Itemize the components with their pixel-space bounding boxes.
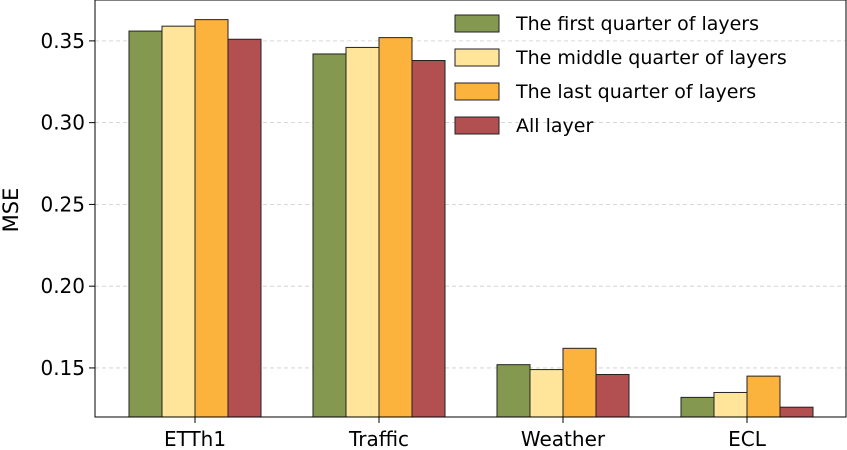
legend: The first quarter of layers The middle qu… (454, 13, 787, 137)
bar (496, 364, 531, 418)
bar (680, 396, 715, 418)
legend-swatch (454, 82, 500, 101)
bar (345, 46, 380, 418)
y-tick-label: 0.30 (40, 111, 85, 135)
y-axis-label: MSE (0, 188, 23, 233)
bar (562, 347, 597, 418)
x-tick-label: Weather (521, 427, 606, 450)
plot-frame (94, 0, 847, 418)
legend-label: The middle quarter of layers (515, 47, 787, 69)
legend-label: The last quarter of layers (515, 81, 756, 103)
legend-label: The first quarter of layers (515, 13, 759, 35)
x-tick-label: Traffic (348, 427, 409, 450)
bar (128, 30, 163, 418)
bar (746, 375, 781, 418)
legend-swatch (454, 116, 500, 135)
x-tick-label: ETTh1 (164, 427, 226, 450)
bar (312, 53, 347, 418)
bar (779, 406, 814, 418)
grid-lines (95, 40, 846, 369)
bar (227, 38, 262, 418)
legend-swatch (454, 14, 500, 33)
y-tick-label: 0.20 (40, 274, 85, 298)
bar (411, 60, 446, 418)
x-tick-label: ECL (728, 427, 767, 450)
bar (194, 19, 229, 418)
bar (161, 25, 196, 418)
bar (595, 373, 630, 418)
bar (378, 37, 413, 418)
legend-swatch (454, 48, 500, 67)
legend-label: All layer (516, 115, 593, 137)
y-tick-label: 0.35 (40, 29, 85, 53)
bar (529, 369, 564, 418)
bar (713, 391, 748, 418)
y-axis-ticks: 0.15 0.20 0.25 0.30 0.35 (40, 29, 95, 380)
y-tick-label: 0.25 (40, 192, 85, 216)
x-axis-ticks: ETTh1 Traffic Weather ECL (164, 417, 767, 450)
y-tick-label: 0.15 (40, 356, 85, 380)
bars (128, 19, 814, 418)
